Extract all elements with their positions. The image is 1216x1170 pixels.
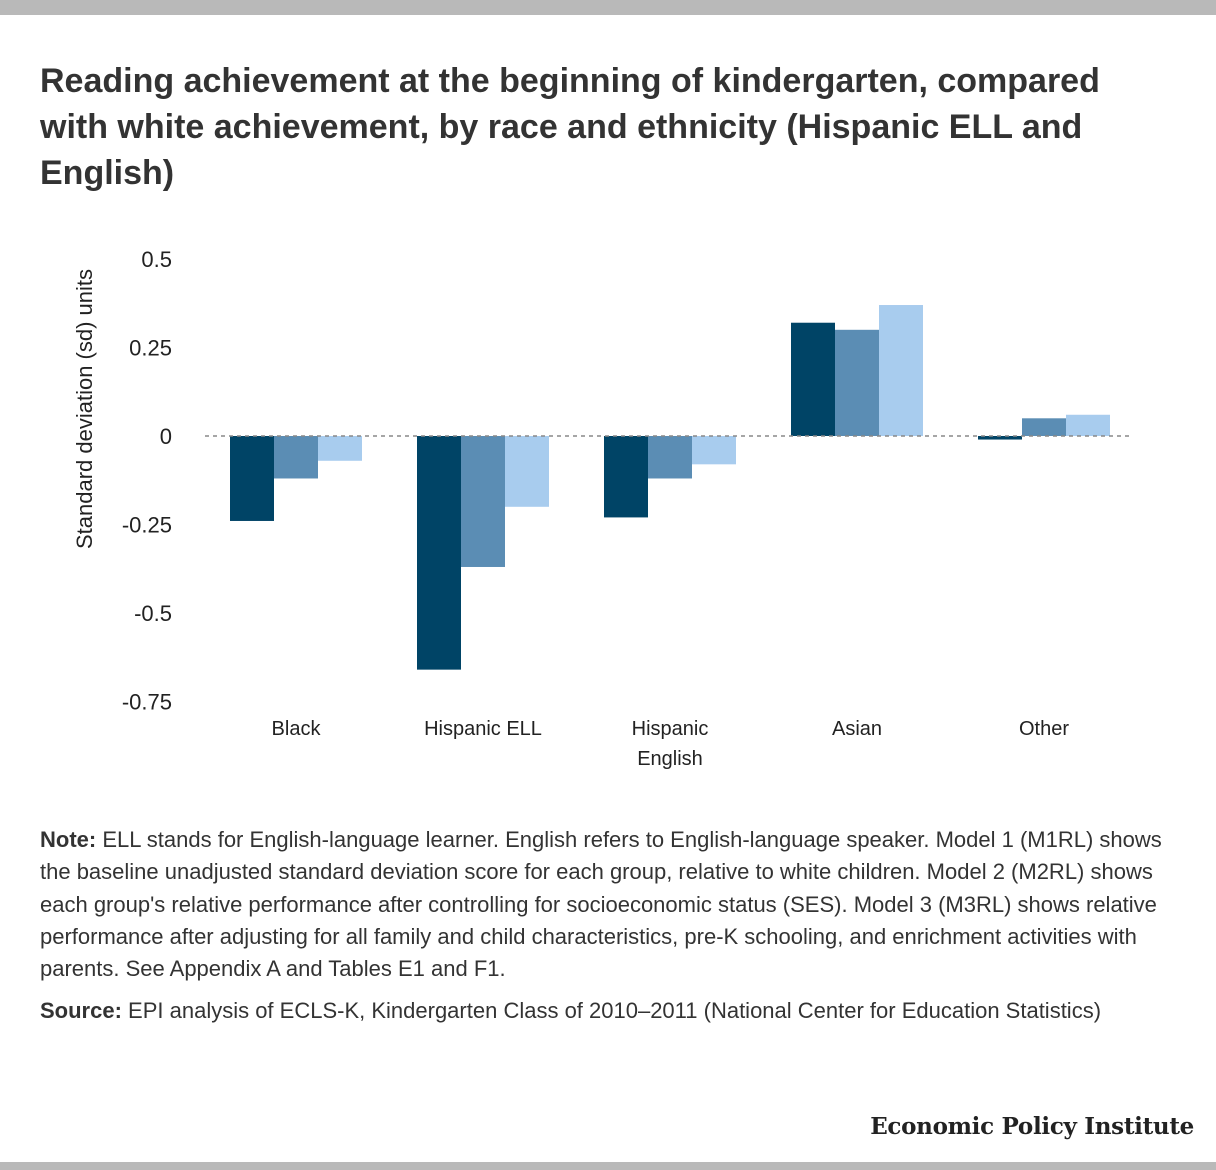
source-text: EPI analysis of ECLS-K, Kindergarten Cla…	[121, 998, 1102, 1024]
bar	[835, 329, 879, 436]
y-tick-label: -0.75	[122, 690, 172, 715]
y-tick-label: 0	[160, 424, 172, 449]
notes-block: Note: ELL stands for English-language le…	[40, 824, 1180, 1038]
bar	[1066, 414, 1110, 436]
bar	[604, 436, 648, 518]
note-label: Note:	[40, 827, 97, 852]
bottom-border-bar	[0, 1162, 1216, 1170]
bar	[692, 436, 736, 465]
top-border-bar	[0, 0, 1216, 15]
bar	[1022, 418, 1066, 436]
note-text: ELL stands for English-language learner.…	[40, 827, 1162, 982]
category-label: Black	[272, 718, 322, 740]
brand-logo-text: Economic Policy Institute	[870, 1113, 1194, 1140]
y-tick-label: 0.25	[129, 336, 172, 361]
bar	[978, 436, 1022, 440]
source-label: Source:	[40, 998, 122, 1024]
y-tick-label: 0.5	[141, 247, 172, 272]
bar-chart: Standard deviation (sd) units 0.5 0.25 0 -0…	[72, 247, 1133, 770]
category-label: Other	[1019, 718, 1069, 740]
bar	[318, 436, 362, 461]
bars	[230, 305, 1110, 670]
bar	[461, 436, 505, 567]
x-axis-categories: Black Hispanic ELL Hispanic English Asian Oth…	[272, 718, 1070, 770]
bar	[791, 322, 835, 436]
y-tick-label: -0.5	[134, 601, 172, 626]
category-label: English	[637, 748, 703, 770]
category-label: Asian	[832, 718, 882, 740]
category-label: Hispanic	[632, 718, 709, 740]
y-axis-label-group: Standard deviation (sd) units	[72, 269, 97, 549]
category-label: Hispanic ELL	[424, 718, 542, 740]
y-tick-label: -0.25	[122, 513, 172, 538]
bar	[879, 305, 923, 436]
bar	[230, 436, 274, 521]
bar	[274, 436, 318, 479]
source-paragraph: Source: EPI analysis of ECLS-K, Kinderga…	[40, 995, 1180, 1027]
note-paragraph: Note: ELL stands for English-language le…	[40, 824, 1180, 985]
y-axis-label: Standard deviation (sd) units	[72, 269, 97, 549]
bar	[505, 436, 549, 507]
chart-title: Reading achievement at the beginning of …	[40, 62, 1100, 192]
y-axis-ticks: 0.5 0.25 0 -0.25 -0.5 -0.75	[122, 247, 172, 715]
bar	[648, 436, 692, 479]
bar	[417, 436, 461, 670]
